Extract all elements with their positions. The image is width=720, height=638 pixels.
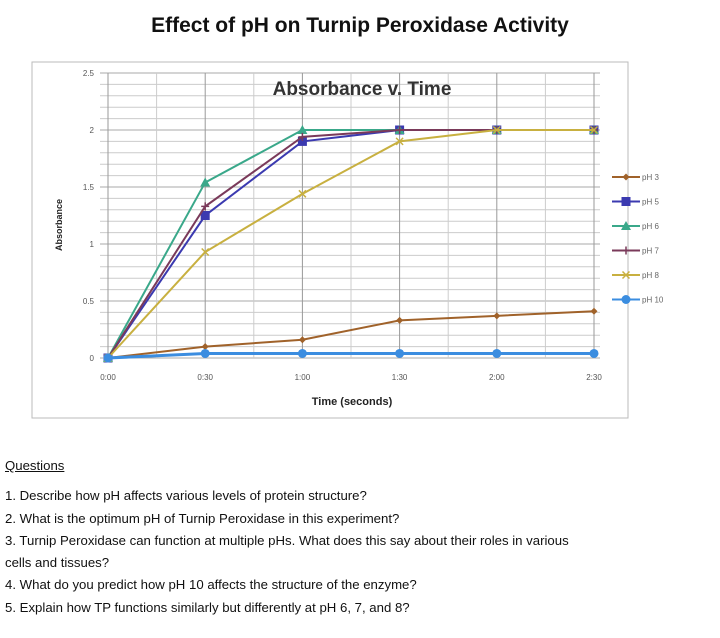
legend-marker (622, 246, 630, 255)
x-tick-label: 0:00 (100, 373, 116, 382)
data-point-ph-8 (201, 247, 210, 257)
series-ph-10 (103, 348, 599, 363)
x-tick-label: 2:00 (489, 373, 505, 382)
data-point-ph-10 (492, 348, 502, 358)
data-point-ph-8 (395, 137, 404, 146)
legend-item-ph-6: pH 6 (612, 221, 659, 231)
question-3-continued: cells and tissues? (5, 555, 110, 571)
data-point-ph-10 (395, 348, 405, 358)
legend-label: pH 5 (642, 198, 659, 207)
data-point-ph-7 (298, 132, 307, 141)
question-2: 2. What is the optimum pH of Turnip Pero… (5, 510, 400, 526)
legend-marker (621, 295, 631, 304)
legend-label: pH 3 (642, 173, 659, 182)
question-4: 4. What do you predict how pH 10 affects… (5, 577, 417, 593)
data-point-ph-7 (395, 126, 404, 134)
legend-label: pH 7 (642, 247, 659, 256)
data-point-ph-8 (298, 189, 307, 198)
data-point-ph-3 (201, 343, 209, 351)
data-point-ph-5 (200, 211, 210, 220)
data-point-ph-6 (297, 125, 308, 134)
question-3: 3. Turnip Peroxidase can function at mul… (5, 532, 569, 548)
document-title: Effect of pH on Turnip Peroxidase Activi… (151, 14, 569, 37)
data-point-ph-7 (201, 202, 210, 211)
data-point-ph-5 (297, 136, 307, 146)
y-tick-label: 1 (90, 240, 95, 249)
legend-item-ph-8: pH 8 (612, 270, 659, 280)
data-point-ph-10 (297, 348, 307, 358)
x-tick-label: 1:00 (295, 373, 311, 382)
legend-marker (621, 197, 631, 206)
data-point-ph-10 (200, 348, 210, 358)
legend-marker (622, 173, 630, 181)
legend-item-ph-5: pH 5 (612, 197, 659, 207)
y-axis-label: Absorbance (54, 199, 64, 251)
data-point-ph-6 (200, 177, 211, 187)
series-line-ph-3 (107, 310, 595, 359)
data-point-ph-10 (589, 348, 599, 358)
x-axis-label: Time (seconds) (312, 396, 393, 408)
x-tick-label: 2:30 (586, 373, 602, 382)
absorbance-chart: Absorbance v. Time Absorbance Time (seco… (31, 61, 664, 419)
legend-marker (621, 221, 631, 230)
data-point-ph-8 (589, 125, 599, 135)
y-tick-label: 2 (90, 126, 95, 135)
data-point-ph-10 (103, 353, 113, 363)
y-tick-label: 0.5 (83, 297, 95, 306)
data-point-ph-8 (492, 125, 501, 135)
y-tick-label: 1.5 (83, 183, 95, 192)
chart-title: Absorbance v. Time (273, 79, 452, 100)
series-line-ph-8 (107, 129, 594, 359)
question-1: 1. Describe how pH affects various level… (5, 488, 367, 504)
data-point-ph-3 (493, 312, 501, 320)
x-tick-label: 1:30 (392, 373, 408, 382)
questions-heading: Questions (5, 458, 65, 473)
legend-label: pH 8 (642, 271, 659, 280)
data-point-ph-3 (298, 336, 306, 344)
chart-frame (31, 61, 629, 419)
data-point-ph-3 (590, 307, 598, 315)
legend-item-ph-7: pH 7 (612, 246, 659, 256)
series-line-ph-10 (107, 351, 594, 360)
legend-label: pH 6 (642, 222, 659, 231)
legend-label: pH 10 (642, 296, 664, 305)
legend-item-ph-3: pH 3 (612, 173, 659, 182)
x-tick-label: 0:30 (197, 373, 213, 382)
legend-item-ph-10: pH 10 (612, 295, 664, 305)
y-tick-label: 0 (90, 354, 95, 363)
y-tick-label: 2.5 (83, 69, 95, 78)
legend-marker (621, 270, 631, 280)
data-point-ph-3 (396, 316, 404, 324)
question-5: 5. Explain how TP functions similarly bu… (5, 599, 410, 615)
questions-section: Questions 1. Describe how pH affects var… (5, 455, 569, 619)
